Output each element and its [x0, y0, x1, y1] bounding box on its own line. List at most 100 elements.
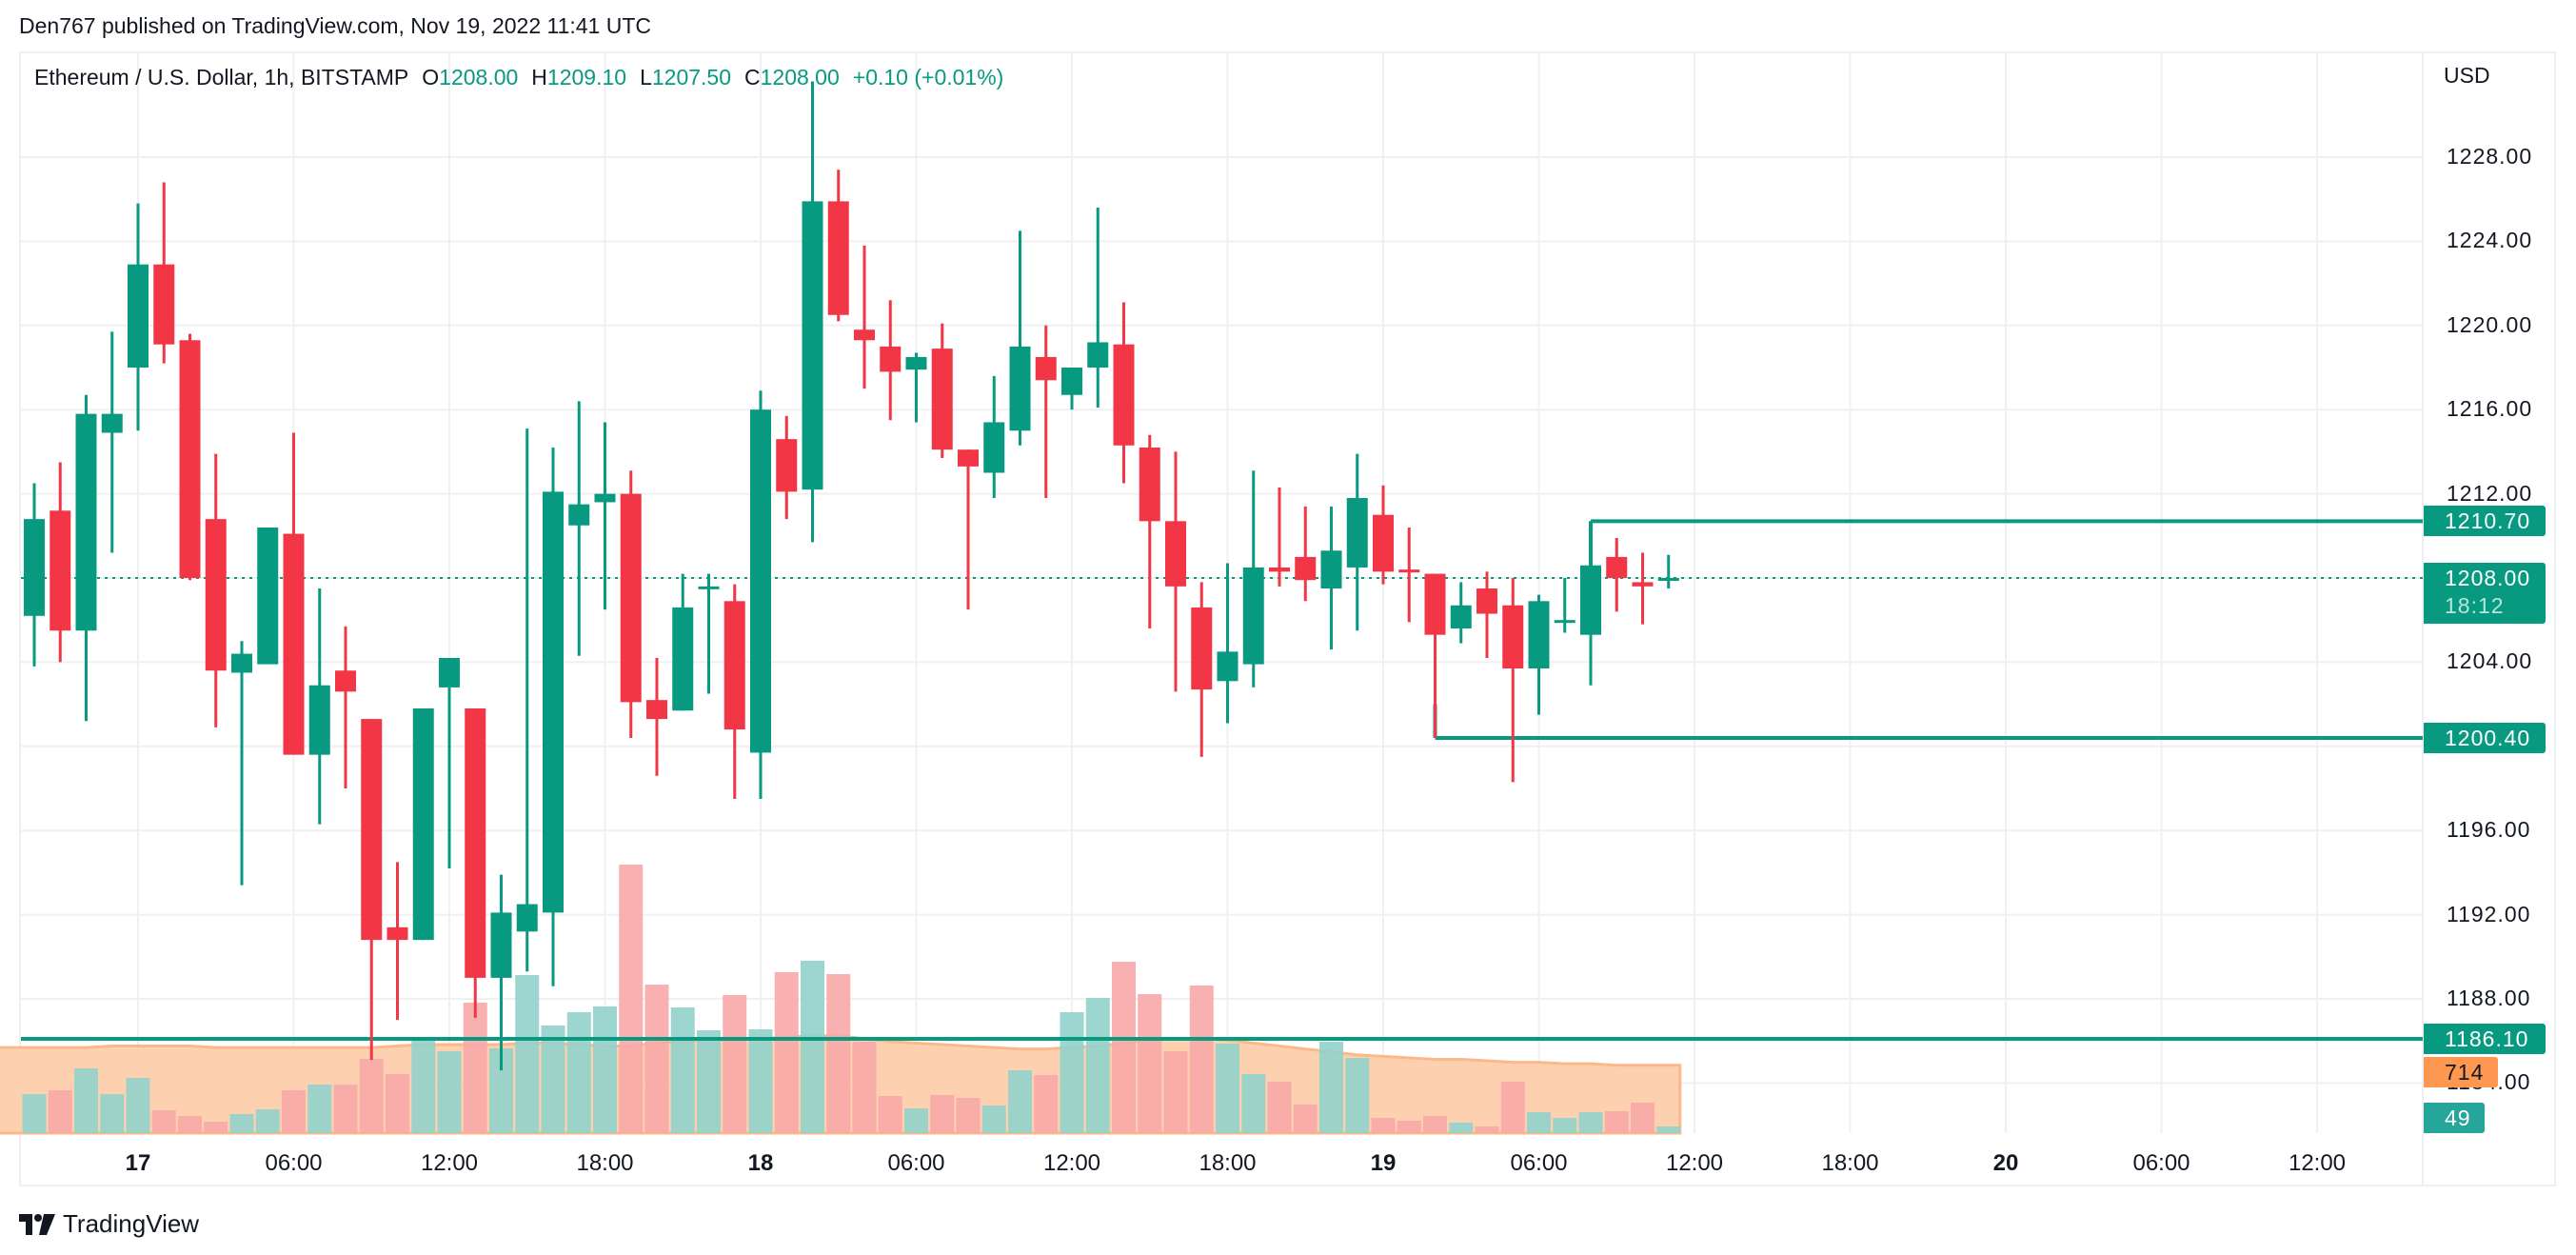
- bearish-candle: [646, 700, 667, 720]
- volume-bar: [515, 975, 540, 1133]
- volume-bar: [956, 1098, 981, 1133]
- volume-bar: [255, 1109, 280, 1133]
- bullish-candle: [802, 201, 823, 490]
- bearish-candle: [179, 340, 201, 578]
- volume-bar: [386, 1074, 409, 1133]
- bearish-candle: [335, 670, 356, 692]
- volume-bar: [204, 1122, 228, 1133]
- volume-bar: [1371, 1118, 1396, 1133]
- time-tick: 18: [747, 1150, 774, 1176]
- time-tick: 19: [1370, 1150, 1397, 1176]
- volume-bar: [904, 1108, 928, 1133]
- bearish-candle: [931, 349, 953, 450]
- bearish-candle: [50, 510, 71, 631]
- symbol-legend: Ethereum / U.S. Dollar, 1h, BITSTAMP O120…: [34, 65, 1003, 90]
- price-tick: 1228.00: [2447, 144, 2533, 169]
- symbol-title: Ethereum / U.S. Dollar, 1h, BITSTAMP: [34, 65, 409, 90]
- bearish-candle: [1502, 605, 1524, 669]
- volume-bar: [1578, 1112, 1603, 1133]
- bullish-candle: [1061, 368, 1082, 395]
- volume-bar: [1138, 994, 1162, 1133]
- bullish-candle: [516, 904, 538, 932]
- tradingview-logo[interactable]: TradingView: [19, 1209, 199, 1239]
- bearish-candle: [361, 719, 383, 941]
- volume-bar: [333, 1085, 358, 1133]
- bearish-candle: [1139, 447, 1160, 522]
- price-tick: 1224.00: [2447, 228, 2533, 253]
- bullish-candle: [750, 409, 771, 753]
- bullish-candle: [1450, 605, 1472, 629]
- bearish-candle: [1269, 567, 1290, 572]
- bearish-candle: [958, 449, 979, 467]
- volume-bar: [178, 1116, 202, 1133]
- open-value: 1208.00: [439, 65, 519, 90]
- bearish-candle: [880, 346, 902, 372]
- time-tick: 06:00: [2132, 1150, 2190, 1176]
- time-tick: 12:00: [1665, 1150, 1724, 1176]
- volume-bar: [1034, 1075, 1059, 1133]
- current-price: 1208.00: [2445, 566, 2531, 590]
- bearish-candle: [827, 201, 849, 315]
- bullish-candle: [1217, 651, 1238, 682]
- bearish-candle: [1424, 573, 1446, 635]
- price-tick: 1204.00: [2447, 648, 2533, 674]
- bearish-candle: [386, 926, 408, 941]
- bearish-candle: [1476, 588, 1497, 614]
- time-tick: 06:00: [1510, 1150, 1568, 1176]
- bullish-candle: [128, 264, 149, 368]
- volume-tag: 49: [2424, 1103, 2485, 1133]
- bearish-candle: [153, 264, 175, 345]
- volume-bar: [22, 1094, 47, 1133]
- volume-bar: [1423, 1116, 1447, 1133]
- volume-bar: [1397, 1121, 1421, 1133]
- bullish-candle: [101, 413, 123, 433]
- resistance-price-tag: 1210.70: [2424, 506, 2546, 537]
- bearish-candle: [1632, 582, 1654, 587]
- volume-bar: [619, 865, 644, 1133]
- volume-bar: [1553, 1118, 1577, 1133]
- bearish-candle: [620, 493, 642, 703]
- current-price-tag: 1208.00 18:12: [2424, 563, 2546, 624]
- bearish-candle: [776, 439, 798, 492]
- bearish-candle: [465, 708, 486, 978]
- bullish-candle: [75, 413, 97, 631]
- volume-bar: [282, 1090, 306, 1133]
- volume-bar: [48, 1090, 72, 1133]
- volume-bar: [1631, 1103, 1655, 1133]
- bullish-candle: [412, 708, 434, 941]
- volume-bar: [1449, 1123, 1474, 1133]
- volume-bar: [1008, 1070, 1032, 1133]
- high-value: 1209.10: [546, 65, 627, 90]
- time-tick: 18:00: [1199, 1150, 1257, 1176]
- bullish-candle: [543, 491, 564, 913]
- time-tick: 06:00: [887, 1150, 945, 1176]
- brand-name: TradingView: [63, 1209, 200, 1238]
- bearish-candle: [1191, 607, 1213, 690]
- volume-bar: [1060, 1012, 1084, 1133]
- bearish-candle: [283, 533, 305, 755]
- bearish-candle: [1165, 521, 1186, 587]
- bearish-candle: [1035, 356, 1057, 381]
- volume-bar: [1112, 962, 1136, 1133]
- time-tick: 18:00: [576, 1150, 634, 1176]
- bullish-candle: [231, 653, 252, 673]
- price-tick: 1220.00: [2447, 311, 2533, 337]
- bullish-candle: [698, 586, 720, 589]
- bullish-candle: [490, 912, 512, 978]
- bullish-candle: [983, 422, 1005, 473]
- bullish-candle: [672, 607, 694, 711]
- close-value: 1208.00: [760, 65, 840, 90]
- bullish-candle: [1346, 498, 1368, 568]
- volume-bar: [670, 1007, 695, 1133]
- bullish-candle: [1242, 567, 1264, 665]
- volume-bar: [1163, 1051, 1188, 1133]
- volume-bar: [1267, 1082, 1292, 1133]
- volume-bar: [1216, 1044, 1239, 1133]
- volume-bar: [359, 1059, 384, 1133]
- bullish-candle: [1320, 550, 1342, 589]
- bearish-candle: [854, 329, 875, 341]
- bullish-candle: [1657, 578, 1679, 581]
- chart-frame: [19, 51, 2556, 1186]
- time-tick: 06:00: [265, 1150, 323, 1176]
